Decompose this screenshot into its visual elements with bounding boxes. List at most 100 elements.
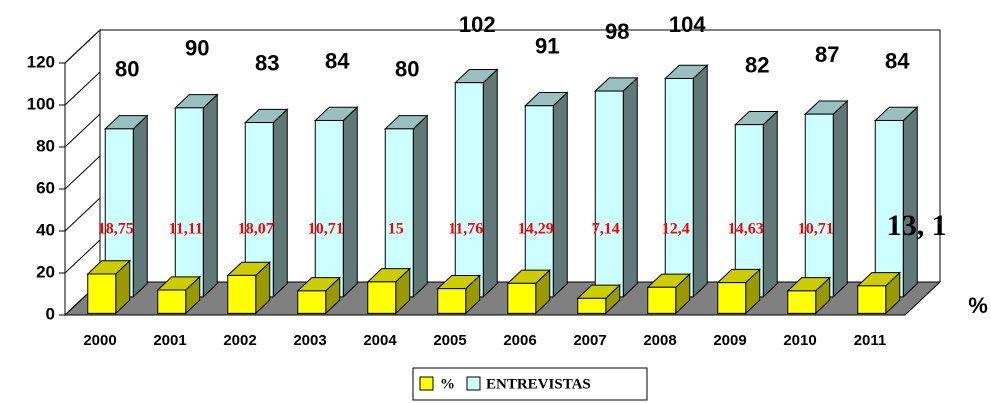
bar <box>86 259 132 315</box>
x-tick-label: 2004 <box>363 332 397 349</box>
bar-front <box>594 90 624 298</box>
y-tick-label: 40 <box>36 220 55 239</box>
bar <box>576 283 622 315</box>
bar <box>856 271 902 315</box>
value-label: 82 <box>745 52 769 77</box>
bar <box>453 68 499 299</box>
bar-front <box>367 281 397 314</box>
value-label: 12,4 <box>662 221 690 238</box>
bar-front <box>157 289 187 314</box>
y-tick-label: 100 <box>27 94 55 113</box>
legend-box <box>412 367 648 401</box>
bar-front <box>734 124 764 298</box>
bar-front <box>717 282 747 314</box>
bar <box>646 272 692 315</box>
bar <box>873 106 919 299</box>
y-tick-label: 60 <box>36 178 55 197</box>
legend-label: ENTREVISTAS <box>486 376 591 392</box>
bar-side <box>132 114 148 299</box>
y-tick-label: 120 <box>27 52 55 71</box>
bar-front <box>804 113 834 298</box>
bar <box>733 110 779 299</box>
value-label: 104 <box>669 12 706 37</box>
bar-side <box>552 91 568 299</box>
x-tick-label: 2003 <box>293 332 326 349</box>
bar <box>716 268 762 315</box>
value-label: 83 <box>255 50 279 75</box>
bar-side <box>902 106 918 299</box>
x-tick-label: 2001 <box>153 332 186 349</box>
bar-side <box>202 93 218 299</box>
y-tick-label: 80 <box>36 136 55 155</box>
value-label: 91 <box>535 34 559 59</box>
bar-side <box>412 114 428 299</box>
series-axis-label: % <box>968 293 988 318</box>
value-label: 18,07 <box>238 221 274 238</box>
bar <box>803 99 849 299</box>
x-tick-label: 2010 <box>783 332 816 349</box>
bar <box>786 276 832 315</box>
grid-line <box>64 239 101 274</box>
value-label: 80 <box>395 57 419 82</box>
bar <box>226 261 272 315</box>
bar-front <box>647 286 677 314</box>
bar-side <box>832 99 848 299</box>
x-tick-label: 2011 <box>854 332 887 349</box>
value-label: 84 <box>325 48 350 73</box>
grid-line <box>64 29 101 64</box>
x-tick-label: 2000 <box>83 332 116 349</box>
bar <box>156 275 202 315</box>
grid-line <box>64 71 101 106</box>
bar-front <box>227 274 257 314</box>
bar-front <box>664 77 694 298</box>
bar <box>593 76 639 299</box>
x-tick-label: 2009 <box>713 332 746 349</box>
bar-front <box>787 290 817 314</box>
bar-front <box>297 290 327 314</box>
value-label: 14,29 <box>518 221 554 238</box>
bar-front <box>454 82 484 298</box>
bar-front <box>577 297 607 314</box>
x-tick-label: 2002 <box>223 332 256 349</box>
grid-line <box>64 197 101 232</box>
bar-front <box>857 285 887 314</box>
bar <box>436 274 482 315</box>
value-label: 18,75 <box>98 221 134 238</box>
value-label: 11,76 <box>448 221 483 238</box>
y-tick-label: 20 <box>36 262 55 281</box>
bar-front <box>507 282 537 314</box>
bar-front <box>874 119 904 298</box>
value-label: 98 <box>605 19 629 44</box>
x-tick-label: 2008 <box>643 332 676 349</box>
value-label: 10,71 <box>308 221 344 238</box>
grid-line <box>64 155 101 190</box>
value-label: 80 <box>115 57 139 82</box>
y-tick-label: 0 <box>46 304 55 323</box>
value-label: 7,14 <box>592 221 620 238</box>
value-label: 15 <box>388 221 404 238</box>
bar <box>313 106 359 299</box>
bar-side <box>692 64 708 299</box>
value-label: 13, 1 <box>887 209 947 242</box>
bar <box>173 93 219 299</box>
bar-front <box>314 119 344 298</box>
bar-side <box>272 108 288 299</box>
value-label: 102 <box>459 12 496 37</box>
legend-label: % <box>440 376 455 392</box>
bar-front <box>174 107 204 298</box>
bar <box>366 267 412 315</box>
value-label: 84 <box>885 48 910 73</box>
bar-side <box>622 76 638 299</box>
bar-side <box>482 68 498 299</box>
bar <box>523 91 569 299</box>
grid-line <box>64 113 101 148</box>
legend-swatch <box>419 376 434 391</box>
value-label: 10,71 <box>798 221 834 238</box>
x-tick-label: 2007 <box>573 332 606 349</box>
bar <box>506 268 552 315</box>
bar-side <box>342 106 358 299</box>
bar <box>296 276 342 315</box>
value-label: 90 <box>185 36 209 61</box>
bar-front <box>437 288 467 314</box>
